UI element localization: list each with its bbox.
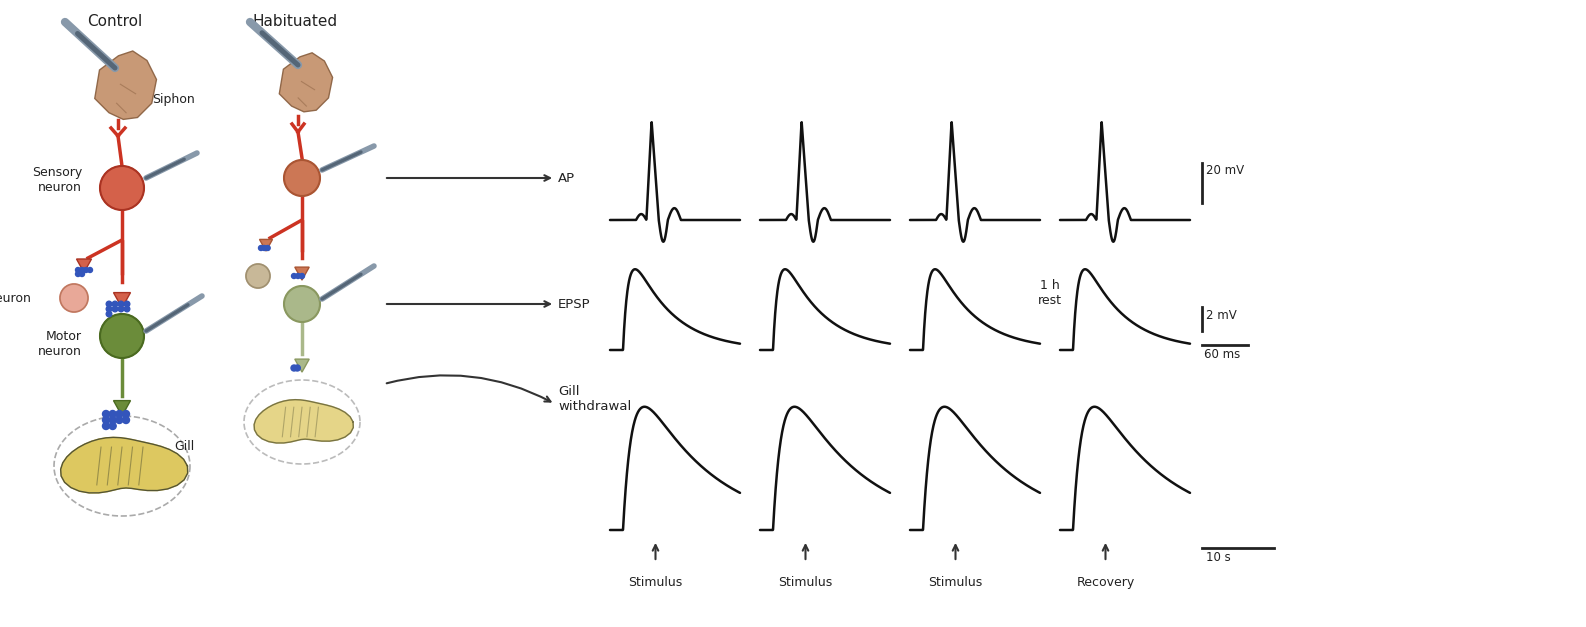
Circle shape bbox=[79, 271, 84, 277]
Circle shape bbox=[265, 246, 270, 251]
Polygon shape bbox=[295, 359, 309, 372]
Text: EPSP: EPSP bbox=[558, 297, 590, 310]
Text: Stimulus: Stimulus bbox=[628, 576, 682, 589]
Circle shape bbox=[103, 411, 109, 418]
Circle shape bbox=[113, 306, 117, 312]
Circle shape bbox=[100, 166, 144, 210]
Text: Siphon: Siphon bbox=[152, 93, 195, 107]
Text: 10 s: 10 s bbox=[1205, 551, 1231, 564]
Circle shape bbox=[259, 246, 263, 251]
Circle shape bbox=[122, 416, 130, 423]
Circle shape bbox=[124, 301, 130, 307]
Text: Interneuron: Interneuron bbox=[0, 292, 32, 305]
Circle shape bbox=[87, 268, 92, 273]
Text: Stimulus: Stimulus bbox=[779, 576, 833, 589]
Polygon shape bbox=[95, 51, 157, 119]
Circle shape bbox=[284, 286, 320, 322]
Circle shape bbox=[300, 273, 305, 278]
Circle shape bbox=[116, 411, 122, 418]
Polygon shape bbox=[114, 401, 130, 416]
Circle shape bbox=[119, 306, 124, 312]
Circle shape bbox=[106, 306, 111, 312]
Circle shape bbox=[106, 311, 111, 317]
Text: Motor
neuron: Motor neuron bbox=[38, 330, 82, 358]
Polygon shape bbox=[260, 240, 273, 251]
Circle shape bbox=[284, 160, 320, 196]
Text: Stimulus: Stimulus bbox=[928, 576, 983, 589]
Circle shape bbox=[103, 423, 109, 429]
Text: Gill
withdrawal: Gill withdrawal bbox=[558, 385, 631, 413]
Polygon shape bbox=[114, 293, 130, 308]
Circle shape bbox=[246, 264, 270, 288]
Text: Recovery: Recovery bbox=[1077, 576, 1134, 589]
Text: 20 mV: 20 mV bbox=[1205, 164, 1243, 177]
Circle shape bbox=[116, 416, 122, 423]
Text: 60 ms: 60 ms bbox=[1204, 348, 1240, 361]
Circle shape bbox=[109, 416, 116, 423]
Text: Gill: Gill bbox=[174, 440, 193, 453]
Circle shape bbox=[295, 273, 300, 278]
Polygon shape bbox=[60, 438, 187, 493]
Circle shape bbox=[76, 271, 81, 277]
Circle shape bbox=[100, 314, 144, 358]
Circle shape bbox=[109, 423, 116, 429]
Polygon shape bbox=[76, 259, 92, 273]
Circle shape bbox=[84, 268, 89, 273]
Text: Control: Control bbox=[87, 14, 143, 29]
Text: 1 h
rest: 1 h rest bbox=[1037, 279, 1063, 307]
Circle shape bbox=[103, 416, 109, 423]
Text: Sensory
neuron: Sensory neuron bbox=[32, 166, 82, 194]
Circle shape bbox=[295, 365, 300, 371]
Text: 2 mV: 2 mV bbox=[1205, 309, 1237, 322]
Circle shape bbox=[79, 268, 84, 273]
Circle shape bbox=[119, 301, 124, 307]
Text: AP: AP bbox=[558, 172, 576, 184]
Circle shape bbox=[122, 411, 130, 418]
Polygon shape bbox=[295, 267, 309, 280]
Polygon shape bbox=[254, 399, 354, 443]
Circle shape bbox=[290, 365, 297, 371]
Circle shape bbox=[106, 301, 111, 307]
Circle shape bbox=[60, 284, 87, 312]
Circle shape bbox=[124, 306, 130, 312]
Circle shape bbox=[113, 301, 117, 307]
Circle shape bbox=[109, 411, 116, 418]
Circle shape bbox=[76, 268, 81, 273]
Circle shape bbox=[292, 273, 297, 278]
Text: Habituated: Habituated bbox=[252, 14, 338, 29]
Polygon shape bbox=[279, 53, 333, 112]
Circle shape bbox=[262, 246, 266, 251]
